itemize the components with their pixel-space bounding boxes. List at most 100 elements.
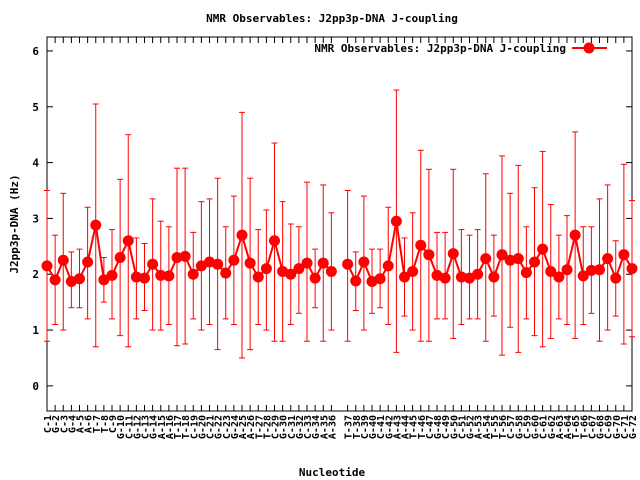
x-tick-label: C-19 bbox=[189, 415, 200, 439]
x-tick-label: T-45 bbox=[409, 415, 420, 439]
data-point bbox=[569, 229, 581, 241]
data-point bbox=[163, 270, 175, 282]
data-point bbox=[155, 269, 167, 281]
x-tick-label: T-37 bbox=[344, 415, 355, 439]
y-tick-label: 5 bbox=[32, 101, 39, 114]
data-point bbox=[350, 275, 362, 287]
data-point bbox=[529, 256, 540, 268]
x-tick-label: G-60 bbox=[531, 415, 542, 439]
x-tick-label: A-15 bbox=[157, 415, 168, 439]
x-tick-label: C-49 bbox=[441, 415, 452, 439]
x-tick-label: G-32 bbox=[295, 415, 306, 439]
data-point bbox=[415, 239, 427, 251]
x-tick-label: G-14 bbox=[149, 415, 160, 439]
data-point bbox=[285, 268, 297, 280]
plot-frame bbox=[46, 36, 633, 412]
x-tick-label: T-28 bbox=[262, 415, 273, 439]
data-point bbox=[423, 249, 435, 261]
y-tick-label: 1 bbox=[32, 324, 39, 337]
data-point bbox=[602, 253, 614, 265]
x-tick-label: C-57 bbox=[506, 415, 517, 439]
x-tick-label: T-56 bbox=[498, 415, 509, 439]
data-point bbox=[374, 273, 386, 285]
data-point bbox=[228, 254, 240, 266]
x-tick-label: C-33 bbox=[303, 415, 314, 439]
x-tick-label: G-48 bbox=[433, 415, 444, 439]
data-point bbox=[439, 272, 451, 284]
x-tick-label: C-29 bbox=[271, 415, 282, 439]
y-tick-label: 6 bbox=[32, 45, 39, 58]
data-point bbox=[594, 264, 605, 276]
data-point bbox=[41, 260, 53, 272]
x-tick-label: A-5 bbox=[76, 415, 87, 433]
x-tick-label: A-36 bbox=[327, 415, 338, 439]
x-tick-label: A-44 bbox=[401, 415, 412, 439]
data-point bbox=[244, 257, 256, 269]
x-axis: C-1G-2C-3G-4A-5A-6T-7T-8C-9G-10C-11G-12C… bbox=[43, 37, 639, 439]
y-tick-label: 2 bbox=[32, 268, 39, 281]
x-tick-label: A-43 bbox=[392, 415, 403, 439]
data-point bbox=[390, 215, 402, 227]
x-tick-label: G-12 bbox=[132, 415, 143, 439]
data-point bbox=[122, 235, 134, 247]
data-point bbox=[399, 271, 410, 283]
x-tick-label: G-2 bbox=[51, 415, 62, 433]
data-point bbox=[480, 253, 492, 265]
x-tick-label: G-30 bbox=[279, 415, 290, 439]
x-tick-label: G-40 bbox=[368, 415, 379, 439]
chart-title: NMR Observables: J2pp3p-DNA J-coupling bbox=[206, 12, 458, 25]
data-point bbox=[57, 254, 69, 266]
x-tick-label: C-13 bbox=[141, 415, 152, 439]
data-point bbox=[512, 253, 524, 265]
x-tick-label: C-71 bbox=[620, 415, 631, 439]
x-tick-label: T-17 bbox=[173, 415, 184, 439]
data-point bbox=[342, 258, 354, 270]
data-point bbox=[610, 272, 622, 284]
x-tick-label: C-51 bbox=[457, 415, 468, 439]
data-point bbox=[496, 249, 508, 261]
data-point bbox=[90, 219, 102, 231]
y-axis: 0 1 2 3 4 5 6 bbox=[32, 45, 632, 393]
data-point bbox=[553, 271, 565, 283]
legend-marker-sample bbox=[583, 42, 595, 54]
x-tick-label: C-41 bbox=[376, 415, 387, 439]
data-point bbox=[236, 229, 248, 241]
x-tick-label: C-31 bbox=[287, 415, 298, 439]
data-point bbox=[545, 265, 557, 277]
data-point bbox=[220, 267, 232, 279]
data-point bbox=[74, 273, 85, 285]
data-point bbox=[179, 250, 191, 262]
data-point bbox=[382, 260, 394, 272]
data-point bbox=[407, 265, 419, 277]
x-tick-label: C-21 bbox=[206, 415, 217, 439]
data-point bbox=[187, 268, 199, 280]
data-point bbox=[577, 270, 589, 282]
x-tick-label: C-23 bbox=[222, 415, 233, 439]
data-point bbox=[269, 235, 280, 247]
x-tick-label: T-27 bbox=[254, 415, 265, 439]
data-point bbox=[147, 258, 159, 270]
data-point bbox=[585, 264, 597, 276]
x-tick-label: C-11 bbox=[124, 415, 135, 439]
data-point bbox=[98, 274, 110, 286]
y-tick-label: 3 bbox=[32, 212, 39, 225]
x-tick-label: G-58 bbox=[514, 415, 525, 439]
x-tick-label: A-63 bbox=[555, 415, 566, 439]
x-tick-label: G-68 bbox=[596, 415, 607, 439]
x-axis-label: Nucleotide bbox=[299, 466, 366, 479]
data-point bbox=[212, 258, 224, 270]
x-tick-label: T-7 bbox=[92, 415, 103, 433]
x-tick-label: T-38 bbox=[352, 415, 363, 439]
x-tick-label: A-53 bbox=[474, 415, 485, 439]
data-point bbox=[114, 251, 126, 263]
x-tick-label: G-22 bbox=[214, 415, 225, 439]
data-point bbox=[626, 263, 638, 275]
x-tick-label: T-65 bbox=[571, 415, 582, 439]
x-tick-label: A-54 bbox=[482, 415, 493, 439]
x-tick-label: A-6 bbox=[84, 415, 95, 433]
x-tick-label: G-72 bbox=[628, 415, 639, 439]
data-point bbox=[82, 256, 94, 268]
legend-label: NMR Observables: J2pp3p-DNA J-coupling bbox=[314, 42, 566, 55]
